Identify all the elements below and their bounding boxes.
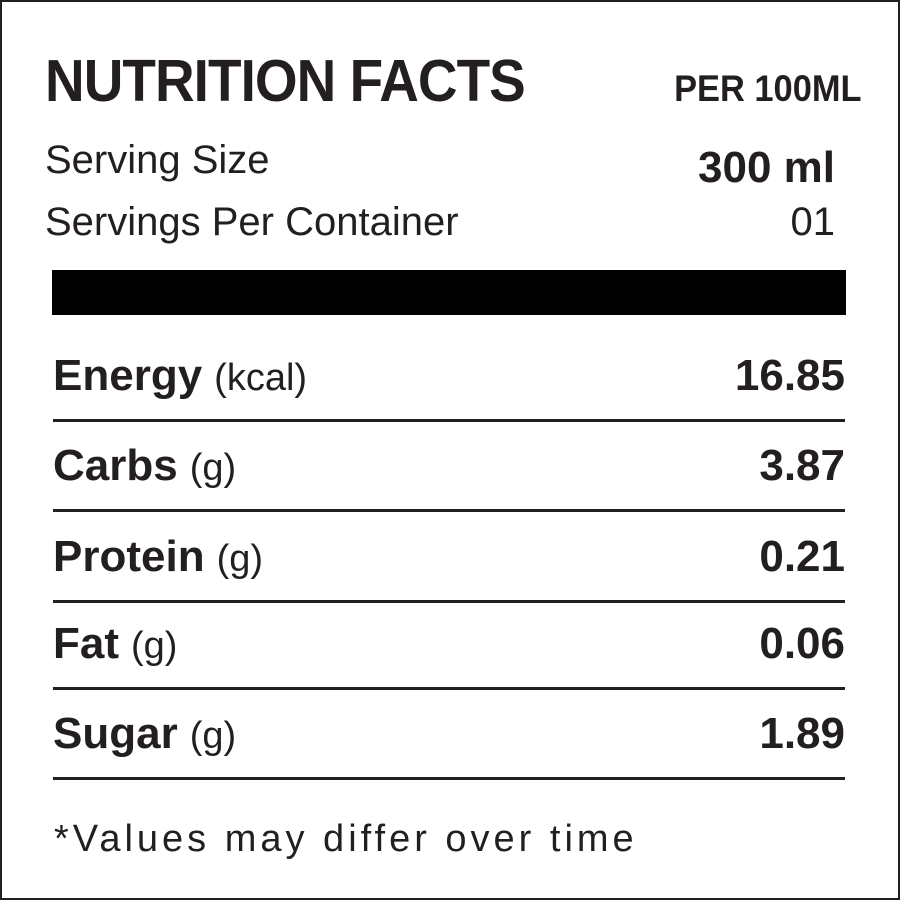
title: NUTRITION FACTS — [45, 48, 526, 114]
nutrient-label: Protein (g) — [53, 531, 264, 581]
nutrient-value: 0.21 — [759, 531, 845, 581]
nutrient-name: Energy — [53, 350, 203, 400]
divider-bar — [52, 270, 846, 315]
nutrient-label: Carbs (g) — [53, 440, 237, 490]
nutrient-row: Fat (g) 0.06 — [53, 600, 845, 690]
nutrient-row: Protein (g) 0.21 — [53, 513, 845, 603]
nutrient-name: Carbs — [53, 440, 178, 490]
serving-label: Servings Per Container — [45, 200, 459, 244]
nutrient-name: Protein — [53, 531, 205, 581]
nutrient-unit: (g) — [131, 624, 178, 667]
nutrient-value: 1.89 — [759, 708, 845, 758]
nutrient-value: 0.06 — [759, 618, 845, 668]
nutrient-value: 16.85 — [734, 350, 845, 400]
serving-label: Serving Size — [45, 138, 270, 182]
footnote: *Values may differ over time — [54, 818, 638, 860]
nutrient-unit: (g) — [189, 714, 237, 757]
nutrient-row: Carbs (g) 3.87 — [53, 422, 845, 512]
nutrient-value: 3.87 — [759, 440, 845, 490]
nutrient-name: Sugar — [53, 708, 178, 758]
nutrient-name: Fat — [53, 618, 119, 668]
serving-value: 01 — [790, 200, 836, 244]
nutrient-row: Energy (kcal) 16.85 — [53, 332, 845, 422]
nutrient-unit: (kcal) — [214, 356, 308, 399]
nutrient-row: Sugar (g) 1.89 — [53, 690, 845, 780]
nutrient-label: Fat (g) — [53, 618, 178, 668]
serving-value: 300 ml — [698, 143, 835, 192]
nutrient-label: Sugar (g) — [53, 708, 237, 758]
nutrient-unit: (g) — [216, 537, 264, 580]
subtitle: PER 100ML — [674, 68, 862, 109]
nutrient-unit: (g) — [189, 446, 237, 489]
serving-row: Serving Size 300 ml — [45, 140, 835, 190]
nutrient-label: Energy (kcal) — [53, 350, 308, 400]
serving-row: Servings Per Container 01 — [45, 202, 835, 242]
